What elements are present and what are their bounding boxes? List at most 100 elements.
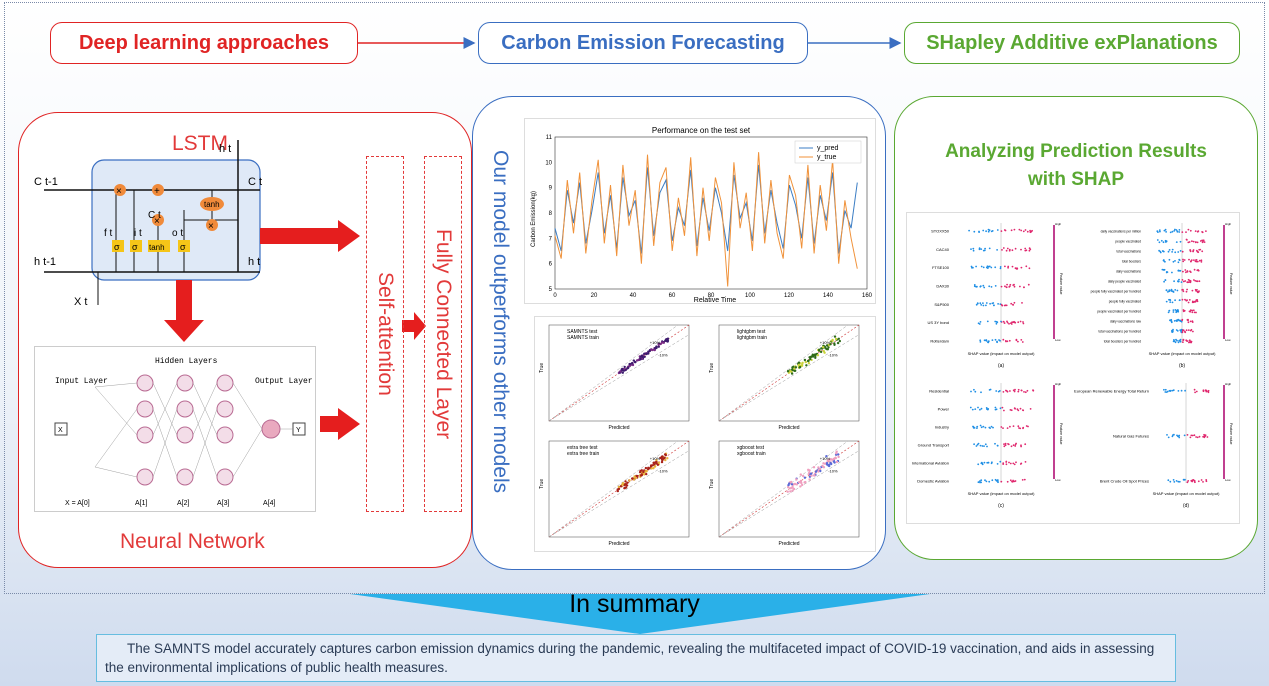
shap-dot [982,304,985,307]
shap-dot [1177,435,1179,438]
scatter-ylabel: True [539,363,545,373]
scatter-legend-train: extra tree train [567,451,599,457]
shap-dot [1163,260,1165,262]
scatter-point [621,367,624,371]
shap-dot [978,230,980,233]
shap-dot [1185,299,1188,302]
shap-dot [1201,239,1204,242]
feature-value-label: Feature value [1229,423,1233,444]
shap-dot [994,266,997,269]
shap-dot [1013,228,1016,231]
shap-feature-label: total boosters per hundred [1104,340,1141,344]
shap-dot [1004,285,1006,288]
shap-dot [1174,251,1177,254]
shap-dot [1174,299,1176,302]
shap-dot [975,445,978,447]
shap-dot [1205,389,1208,392]
scatter-point [786,490,789,493]
scatter-legend-train: xgboost train [737,451,766,457]
x-tick-label: 120 [784,293,795,299]
shap-dot [1006,480,1009,483]
scatter-point [833,335,837,338]
shap-dot [1005,286,1008,289]
summary-banner-arrow [350,594,930,634]
shap-dot [989,427,991,429]
high-label: High [1055,222,1062,226]
nn-title: Neural Network [120,530,265,553]
shap-dot [1205,230,1207,232]
scatter-point [624,483,627,486]
series-line-y_pred [554,164,858,254]
shap-dot [1014,445,1017,447]
shap-dot [1183,309,1186,312]
shap-dot [980,426,983,429]
scatter-point [643,355,646,358]
shap-xlabel: SHAP value (impact on model output) [968,491,1036,496]
shap-dot [1005,249,1008,252]
band-minus-label: -10% [828,353,838,358]
scatter-point [837,337,840,340]
svg-text:X t: X t [74,296,87,308]
color-bar [1053,385,1055,479]
series-line-y_true [554,152,858,287]
shap-dot [1006,247,1009,250]
scatter-ylabel: True [539,479,545,489]
shap-xlabel: SHAP value (impact on model output) [1153,491,1221,496]
shap-feature-label: Domestic Aviation [917,479,949,484]
legend-true: y_true [817,154,837,161]
shap-dot [1193,434,1196,437]
shap-dot [1189,320,1192,323]
svg-text:×: × [154,216,160,227]
svg-text:h t: h t [248,256,260,268]
shap-dot [1169,298,1171,301]
shap-dot [1186,270,1189,273]
shap-dot [1190,328,1193,331]
shap-dot [971,266,973,269]
shap-dot [1190,341,1193,344]
scatter-point [651,464,654,467]
main-frame [4,2,1265,594]
shap-dot [993,304,995,307]
scatter-point [807,362,811,365]
shap-dot [999,267,1002,270]
shap-dot [1202,389,1205,392]
shap-dot [1005,389,1007,392]
shap-dot [1162,250,1164,252]
shap-dot [1163,229,1166,232]
shap-dot [1164,388,1167,391]
shap-dot [1015,339,1018,342]
scatter-point [655,459,658,462]
shap-dot [980,265,983,268]
shap-dot [1171,271,1173,274]
scatter-point [837,455,840,459]
scatter-point [791,489,794,492]
x-tick-label: 100 [745,293,756,299]
shap-dot [973,230,976,233]
shap-dot [1196,241,1199,244]
scatter-point [810,355,813,358]
shap-dot [1021,302,1023,304]
scatter-xlabel: Predicted [608,541,629,547]
scatter-point [798,365,802,369]
shap-dot [979,408,981,411]
shap-dot [999,407,1002,410]
scatter-point [831,338,834,342]
shap-feature-label: Natural Gas Futures [1113,434,1149,439]
shap-dot [1196,260,1199,263]
color-bar [1223,385,1225,479]
shap-plot-3: Residential Power Industry Ground Transport… [912,382,1063,509]
shap-dot [991,461,993,464]
shap-label: SHapley Additive exPlanations [926,31,1218,54]
shap-dot [1178,339,1181,342]
shap-dot [996,229,999,231]
shap-dot [982,302,984,304]
shap-dot [1012,303,1014,306]
shap-dot [1182,339,1185,341]
scatter-point [645,352,648,356]
shap-dot [1032,389,1034,392]
shap-dot [1181,250,1184,253]
shap-dot [1205,479,1208,481]
low-label: Low [1055,338,1061,342]
scatter-point [635,359,639,362]
shap-dot [1014,247,1017,250]
